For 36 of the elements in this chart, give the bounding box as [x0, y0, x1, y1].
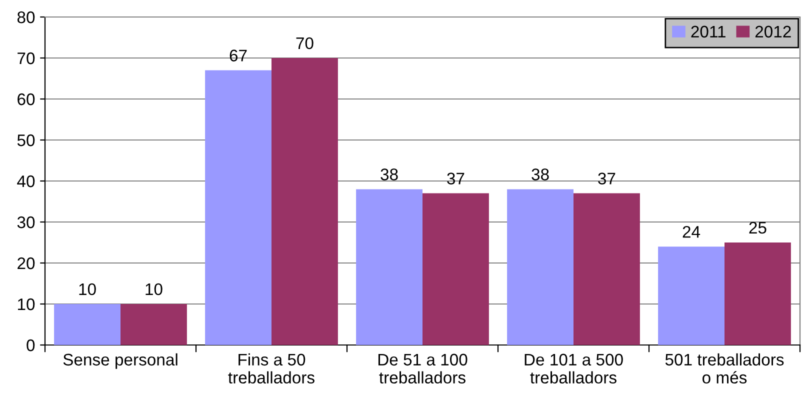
y-tick-label: 20 — [18, 257, 35, 270]
legend-label: 2011 — [691, 26, 726, 38]
data-label: 10 — [146, 283, 162, 296]
x-tick-label: 501 treballadors o més — [665, 353, 784, 384]
bar — [422, 193, 489, 345]
data-label: 37 — [598, 172, 616, 184]
y-tick-label: 60 — [18, 93, 35, 106]
bar — [120, 304, 187, 345]
legend-label: 2012 — [755, 26, 791, 38]
data-label: 70 — [296, 37, 314, 50]
x-tick-label: De 101 a 500 treballadors — [524, 354, 623, 384]
bar — [658, 246, 724, 345]
x-tick-label: Fins a 50 treballadors — [228, 353, 314, 384]
y-tick-label: 70 — [18, 52, 35, 64]
y-tick-label: 40 — [17, 175, 35, 188]
data-label: 37 — [447, 172, 464, 184]
bar — [205, 70, 272, 345]
bar — [724, 242, 791, 345]
data-label: 24 — [682, 226, 700, 238]
x-tick-label: Sense personal — [63, 353, 178, 369]
bar — [356, 189, 422, 345]
data-label: 38 — [532, 168, 549, 180]
y-tick-label: 50 — [17, 134, 35, 146]
bar — [574, 193, 640, 345]
bar — [507, 189, 574, 345]
data-label: 38 — [380, 168, 398, 180]
data-label: 25 — [749, 222, 766, 234]
x-tick-label: De 51 a 100 treballadors — [378, 354, 468, 384]
data-label: 67 — [230, 50, 247, 62]
y-tick-label: 80 — [17, 11, 35, 24]
bar — [54, 304, 120, 345]
y-tick-label: 30 — [17, 216, 35, 228]
bar — [272, 58, 338, 345]
y-tick-label: 10 — [18, 298, 35, 310]
data-label: 10 — [79, 283, 96, 296]
y-tick-label: 0 — [26, 339, 35, 352]
